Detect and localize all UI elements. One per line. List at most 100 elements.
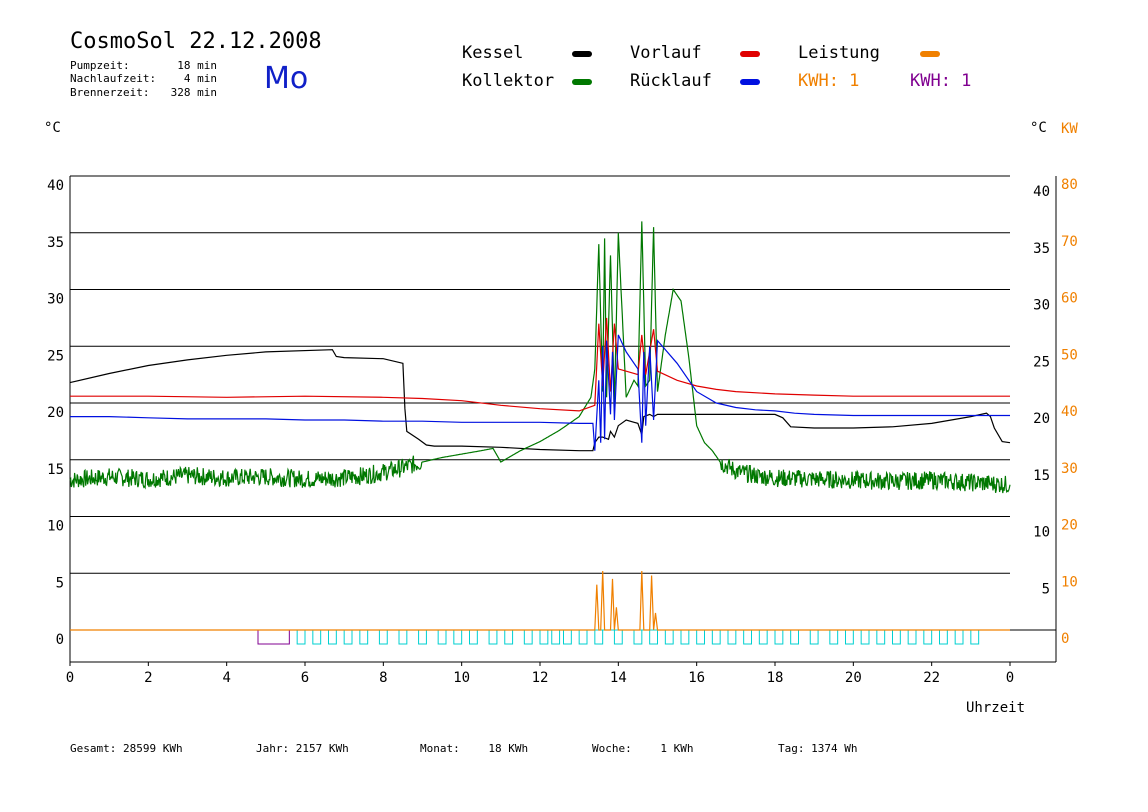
y2-tick-label: 50 <box>1061 347 1078 363</box>
footer-jahr: Jahr: 2157 KWh <box>256 742 349 755</box>
series-line-ruecklauf <box>70 334 1010 451</box>
chart-title: CosmoSol 22.12.2008 <box>70 29 322 54</box>
stat-value-nachlaufzeit: 4 min <box>183 72 217 85</box>
y-tick-label-left: 25 <box>47 348 64 364</box>
y-tick-label-right: 35 <box>1033 241 1050 257</box>
x-tick-label: 4 <box>222 670 230 686</box>
y2-tick-label: 20 <box>1061 518 1078 534</box>
series-lines <box>69 221 1011 631</box>
x-tick-label: 14 <box>610 670 627 686</box>
legend-swatch-kollektor <box>572 79 592 85</box>
legend-label-leistung: Leistung <box>798 43 880 63</box>
pump-pulse <box>504 629 514 645</box>
pump-pulse <box>743 629 753 645</box>
y2-tick-label: 40 <box>1061 404 1078 420</box>
legend-swatch-leistung <box>920 51 940 57</box>
pump-pulse <box>437 629 447 645</box>
pump-pulse <box>469 629 478 645</box>
pump-pulse <box>523 629 533 645</box>
axes <box>69 176 1057 666</box>
pump-pulse <box>594 629 604 645</box>
pump-pulse <box>633 629 643 645</box>
unit-left: °C <box>44 120 61 136</box>
footer-woche: Woche: 1 KWh <box>592 742 694 755</box>
x-tick-label: 0 <box>66 670 74 686</box>
legend-swatch-kessel <box>572 51 592 57</box>
series-line-kessel <box>69 349 1011 452</box>
pump-pulse <box>613 629 623 645</box>
y-tick-label-left: 40 <box>47 178 64 194</box>
y-tick-label-right: 20 <box>1033 411 1050 427</box>
pump-pulse <box>257 629 290 645</box>
pump-pulse <box>907 629 917 645</box>
footer-woche-value: 1 KWh <box>660 742 694 755</box>
y-tick-label-left: 35 <box>47 235 64 251</box>
pump-pulse <box>876 629 886 645</box>
pump-pulse <box>829 629 839 645</box>
x-tick-label: 10 <box>453 670 470 686</box>
footer-gesamt: Gesamt: 28599 KWh <box>70 742 183 755</box>
legend-label-kollektor: Kollektor <box>462 71 555 91</box>
y-tick-label-right: 10 <box>1033 525 1050 541</box>
x-tick-label: 18 <box>767 670 784 686</box>
y-tick-label-left: 15 <box>47 462 64 478</box>
y-tick-label-left: 20 <box>47 405 64 421</box>
kwh-label-brenner: KWH: 1 <box>910 71 972 91</box>
series-line-leistung <box>70 570 1010 631</box>
pump-pulse <box>328 629 337 645</box>
kwh-label-leistung: KWH: 1 <box>798 71 860 91</box>
x-tick-label: 16 <box>688 670 705 686</box>
pump-pulses <box>257 629 980 645</box>
series-line-kollektor <box>69 221 1011 494</box>
pump-pulse <box>578 629 588 645</box>
x-tick-label: 8 <box>379 670 387 686</box>
x-tick-label: 0 <box>1006 670 1014 686</box>
pump-pulse <box>453 629 463 645</box>
pump-pulse <box>398 629 408 645</box>
footer-monat-label: Monat: <box>420 742 460 755</box>
y2-tick-label: 70 <box>1061 234 1078 250</box>
footer-jahr-value: 2157 KWh <box>295 742 349 755</box>
pump-pulse <box>359 629 369 645</box>
pump-pulse <box>664 629 674 645</box>
pump-pulse <box>312 629 322 645</box>
footer-gesamt-label: Gesamt: <box>70 742 117 755</box>
y2-tick-label: 0 <box>1061 631 1069 647</box>
x-tick-label: 6 <box>301 670 309 686</box>
pump-pulse <box>343 629 353 645</box>
y-tick-label-left: 30 <box>47 292 64 308</box>
pump-pulse <box>790 629 800 645</box>
pump-pulse <box>939 629 948 645</box>
y-tick-label-right: 15 <box>1033 468 1050 484</box>
footer-tag-value: 1374 Wh <box>811 742 858 755</box>
pump-pulse <box>711 629 721 645</box>
x-tick-label: 20 <box>845 670 862 686</box>
pump-pulse <box>418 629 427 645</box>
pump-pulse <box>758 629 768 645</box>
y2-tick-label: 30 <box>1061 461 1078 477</box>
pump-pulse <box>892 629 901 645</box>
y-tick-label-left: 0 <box>56 632 64 648</box>
x-axis-label: Uhrzeit <box>966 700 1026 716</box>
y2-tick-label: 10 <box>1061 574 1078 590</box>
unit-right-temp: °C <box>1030 120 1047 136</box>
series-line-vorlauf <box>70 317 1010 412</box>
grid-lines <box>70 175 1056 631</box>
pump-pulse <box>680 629 690 645</box>
pump-pulse <box>860 629 870 645</box>
y-tick-label-right: 30 <box>1033 298 1050 314</box>
stat-label-nachlaufzeit: Nachlaufzeit: <box>70 72 157 85</box>
pump-pulse <box>539 629 549 645</box>
y2-tick-label: 80 <box>1061 177 1078 193</box>
y-tick-label-left: 5 <box>56 575 64 591</box>
stat-label-brennerzeit: Brennerzeit: <box>70 86 150 99</box>
unit-right-power: KW <box>1061 121 1078 137</box>
stat-value-brennerzeit: 328 min <box>170 86 217 99</box>
footer-jahr-label: Jahr: <box>256 742 290 755</box>
legend-label-ruecklauf: Rücklauf <box>630 71 712 91</box>
stat-value-pumpzeit: 18 min <box>177 59 217 72</box>
pump-pulse <box>845 629 854 645</box>
footer-tag-label: Tag: <box>778 742 805 755</box>
pump-pulse <box>551 629 561 645</box>
